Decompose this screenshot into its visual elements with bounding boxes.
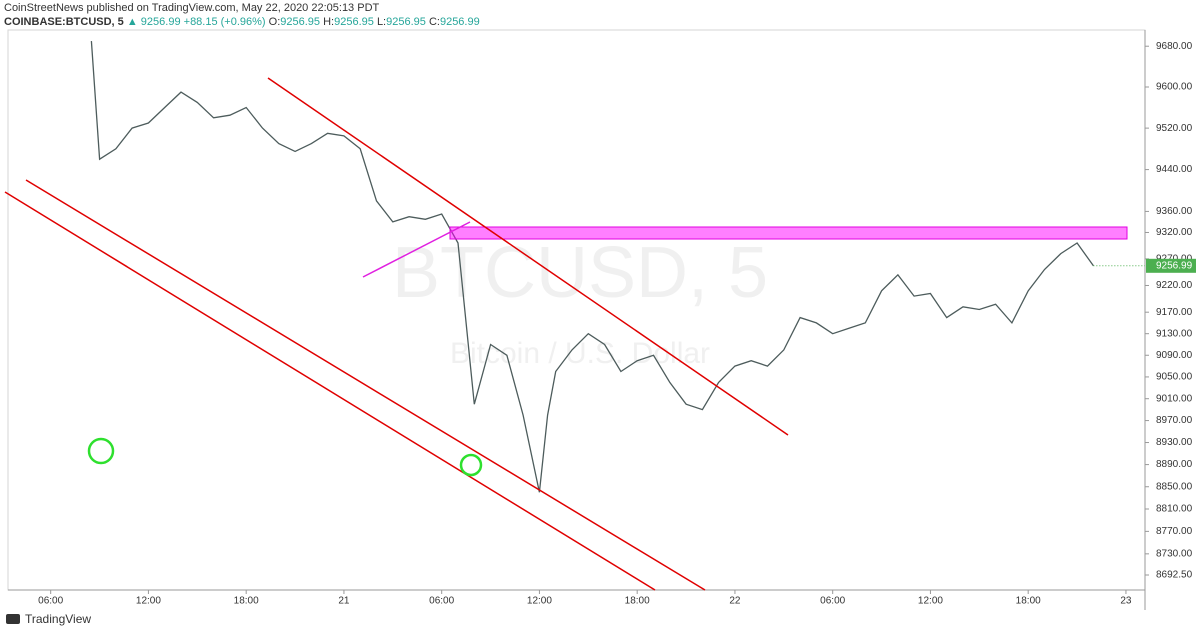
x-tick-label: 12:00 (136, 596, 161, 607)
c-label: C: (429, 16, 440, 28)
h-label: H: (323, 16, 334, 28)
y-tick-label: 9520.00 (1156, 123, 1193, 134)
l-label: L: (377, 16, 386, 28)
y-tick-label: 8970.00 (1156, 415, 1193, 426)
l: 9256.95 (386, 16, 426, 28)
last-price-label: 9256.99 (1156, 260, 1193, 271)
y-tick-label: 9090.00 (1156, 350, 1193, 361)
resistance-zone (449, 226, 1128, 240)
y-tick-label: 9360.00 (1156, 206, 1193, 217)
symbol: COINBASE:BTCUSD, 5 (4, 16, 124, 28)
y-tick-label: 9010.00 (1156, 393, 1193, 404)
h: 9256.95 (334, 16, 374, 28)
y-tick-label: 9440.00 (1156, 164, 1193, 175)
x-tick-label: 21 (338, 596, 350, 607)
highlight-circle (87, 437, 115, 465)
publish-line: CoinStreetNews published on TradingView.… (4, 2, 380, 14)
y-tick-label: 8692.50 (1156, 570, 1193, 581)
change: +88.15 (+0.96%) (184, 16, 266, 28)
x-tick-label: 23 (1120, 596, 1132, 607)
last-price-tag (1146, 258, 1196, 273)
trend-line (25, 179, 706, 591)
brand-name: TradingView (25, 612, 91, 626)
watermark-symbol: BTCUSD, 5 (392, 233, 768, 313)
brand-logo (6, 614, 20, 624)
trend-line (4, 191, 656, 591)
drawings (4, 77, 1128, 591)
y-tick-label: 8850.00 (1156, 481, 1193, 492)
y-tick-label: 9600.00 (1156, 82, 1193, 93)
x-tick-label: 12:00 (527, 596, 552, 607)
y-tick-label: 8730.00 (1156, 548, 1193, 559)
x-tick-label: 18:00 (625, 596, 650, 607)
price-line (90, 41, 1094, 493)
y-tick-label: 8930.00 (1156, 437, 1193, 448)
y-tick-label: 9130.00 (1156, 328, 1193, 339)
plot (90, 41, 1094, 493)
trend-line (362, 221, 471, 278)
x-tick-label: 22 (729, 596, 741, 607)
y-tick-label: 8890.00 (1156, 459, 1193, 470)
x-tick-label: 18:00 (1016, 596, 1041, 607)
x-tick-label: 06:00 (429, 596, 454, 607)
brand: TradingView (6, 612, 91, 626)
o: 9256.95 (280, 16, 320, 28)
highlight-circle (459, 453, 483, 477)
x-tick-label: 06:00 (820, 596, 845, 607)
y-tick-label: 9170.00 (1156, 307, 1193, 318)
y-tick-label: 9320.00 (1156, 227, 1193, 238)
x-tick-label: 12:00 (918, 596, 943, 607)
y-tick-label: 8770.00 (1156, 526, 1193, 537)
y-tick-label: 9050.00 (1156, 372, 1193, 383)
y-tick-label: 8810.00 (1156, 504, 1193, 515)
legend-line: COINBASE:BTCUSD, 5 ▲ 9256.99 +88.15 (+0.… (4, 16, 480, 28)
x-tick-label: 06:00 (38, 596, 63, 607)
last: ▲ 9256.99 (127, 16, 181, 28)
y-tick-label: 9220.00 (1156, 280, 1193, 291)
x-tick-label: 18:00 (234, 596, 259, 607)
y-tick-label: 9680.00 (1156, 41, 1193, 52)
c: 9256.99 (440, 16, 480, 28)
trend-line (267, 77, 789, 436)
o-label: O: (269, 16, 281, 28)
